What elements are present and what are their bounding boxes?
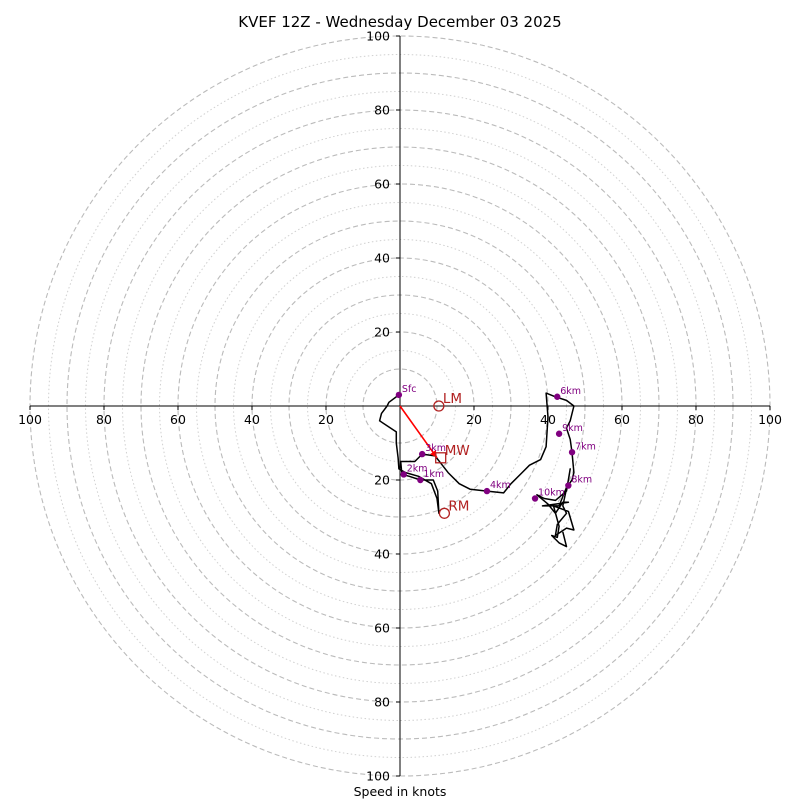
x-tick-label: 20 (318, 412, 334, 427)
x-tick-label: 80 (96, 412, 112, 427)
point-9km (555, 430, 563, 437)
x-tick-label: 60 (170, 412, 186, 427)
y-tick-label: 60 (374, 621, 390, 636)
point-label-9km: 9km (562, 423, 583, 434)
point-8km (565, 482, 572, 489)
y-tick-label: 20 (374, 473, 390, 488)
marker-label-lm: LM (443, 391, 462, 407)
y-tick-label: 40 (374, 251, 390, 266)
point-label-7km: 7km (575, 441, 596, 452)
x-tick-label: 100 (758, 412, 782, 427)
x-axis-label: Speed in knots (354, 784, 447, 799)
point-4km (483, 487, 491, 495)
point-7km (568, 449, 576, 456)
y-tick-label: 80 (374, 695, 390, 710)
x-tick-label: 60 (614, 412, 630, 427)
chart-title: KVEF 12Z - Wednesday December 03 2025 (238, 13, 561, 31)
point-label-3km: 3km (425, 443, 446, 454)
marker-rm (438, 507, 451, 519)
point-6km (554, 393, 561, 400)
point-label-sfc: Sfc (402, 384, 417, 395)
point-sfc (395, 391, 403, 399)
point-label-6km: 6km (560, 386, 581, 397)
point-label-4km: 4km (490, 480, 511, 491)
point-label-2km: 2km (407, 463, 428, 474)
x-tick-label: 100 (18, 412, 42, 427)
point-label-8km: 8km (571, 475, 592, 486)
point-1km (417, 476, 424, 484)
point-label-10km: 10km (538, 488, 565, 499)
point-10km (531, 495, 539, 502)
point-2km (400, 471, 407, 478)
point-3km (419, 450, 426, 458)
point-label-1km: 1km (423, 469, 444, 480)
marker-label-mw: MW (445, 443, 470, 459)
y-tick-label: 80 (374, 103, 390, 118)
shear-vector (399, 405, 438, 459)
y-tick-label: 40 (374, 547, 390, 562)
hodograph-trace-group (378, 392, 575, 548)
marker-label-rm: RM (448, 498, 469, 514)
marker-mw (435, 452, 447, 464)
y-tick-label: 20 (374, 325, 390, 340)
y-tick-label: 100 (366, 769, 390, 784)
y-tick-label: 60 (374, 177, 390, 192)
tick-labels: 100 80 60 40 20 20 40 60 80 100100806040202040608… (18, 29, 782, 784)
marker-lm (433, 400, 445, 412)
storm-motion-markers: LM MW RM (433, 391, 470, 519)
y-tick-label: 100 (366, 29, 390, 44)
x-tick-label: 20 (466, 412, 482, 427)
hodograph-line (378, 392, 575, 548)
x-tick-label: 80 (688, 412, 704, 427)
x-tick-label: 40 (244, 412, 260, 427)
